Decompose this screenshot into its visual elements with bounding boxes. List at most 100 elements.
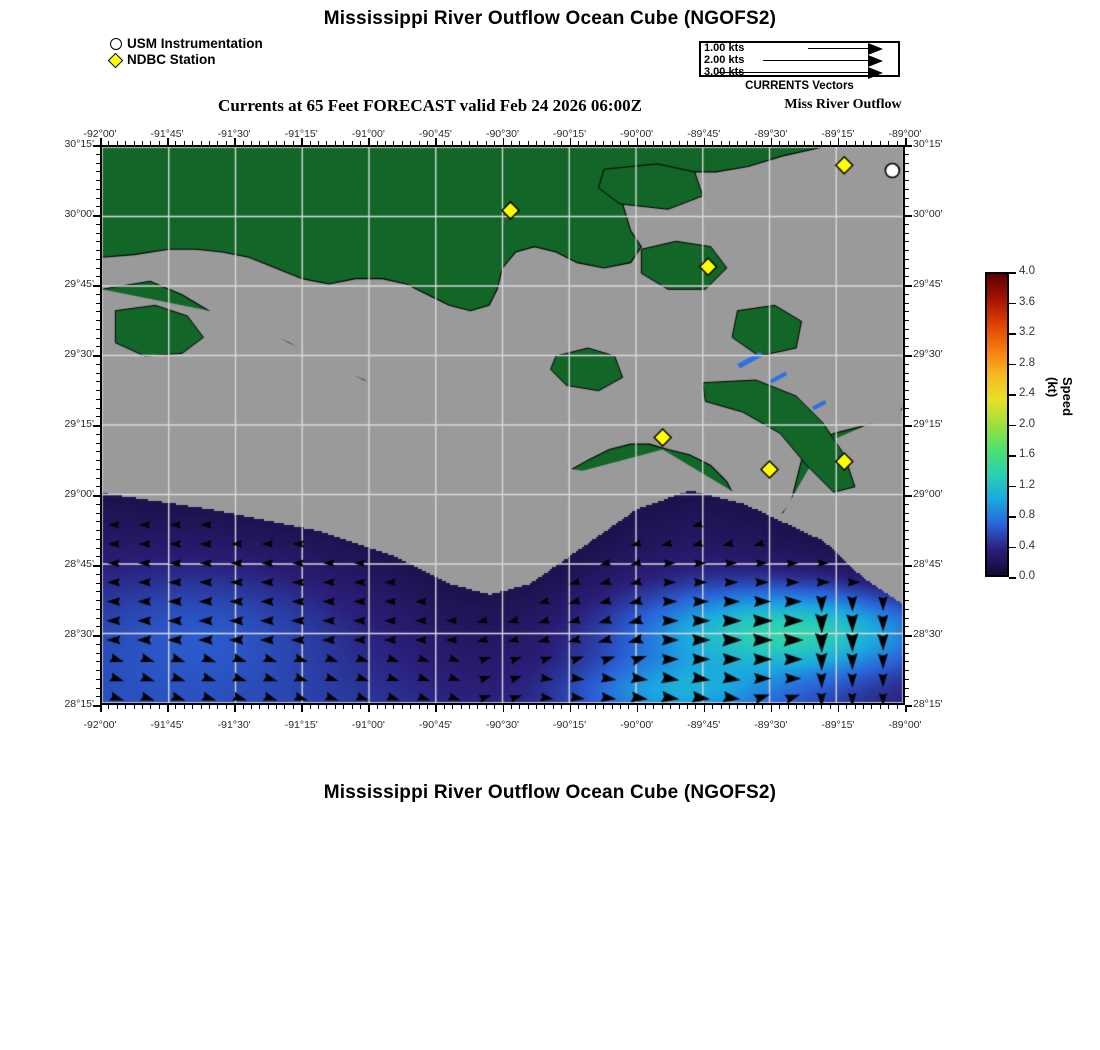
colorbar-tick-label: 3.2 bbox=[1019, 326, 1035, 338]
y-axis-minor-tick bbox=[905, 180, 909, 181]
x-axis-minor-tick bbox=[678, 705, 680, 709]
y-axis-minor-tick bbox=[905, 670, 909, 671]
y-axis-minor-tick bbox=[905, 398, 909, 400]
y-axis-minor-tick bbox=[96, 232, 100, 234]
y-axis-minor-tick bbox=[96, 267, 100, 269]
x-axis-tick-label: -92°00' bbox=[83, 128, 117, 140]
page-title: Mississippi River Outflow Ocean Cube (NG… bbox=[323, 8, 777, 29]
x-axis-minor-tick bbox=[544, 705, 546, 709]
x-axis-minor-tick bbox=[569, 141, 571, 145]
y-axis-minor-tick bbox=[905, 320, 909, 321]
x-axis-minor-tick bbox=[712, 141, 714, 145]
y-axis-minor-tick bbox=[96, 372, 100, 374]
x-axis-minor-tick bbox=[116, 141, 118, 145]
x-axis-minor-tick bbox=[200, 705, 202, 709]
y-axis-minor-tick bbox=[96, 206, 100, 208]
x-axis-minor-tick bbox=[569, 705, 571, 709]
y-axis-tick-label: 28°45' bbox=[913, 558, 943, 570]
x-axis-tick-label: -90°00' bbox=[620, 128, 654, 140]
y-axis-tick-label: 30°15' bbox=[64, 138, 94, 150]
map-canvas[interactable] bbox=[102, 147, 903, 703]
x-axis-minor-tick bbox=[284, 141, 286, 145]
x-axis-minor-tick bbox=[695, 705, 697, 709]
x-axis-minor-tick bbox=[879, 141, 881, 145]
x-axis-minor-tick bbox=[368, 141, 370, 145]
x-axis-minor-tick bbox=[452, 141, 454, 145]
x-axis-minor-tick bbox=[728, 705, 730, 709]
x-axis-tick-label: -90°30' bbox=[485, 128, 520, 140]
y-axis-minor-tick bbox=[905, 311, 909, 313]
y-axis-minor-tick bbox=[96, 258, 100, 260]
colorbar-tick bbox=[1009, 333, 1016, 335]
map-plot-area[interactable] bbox=[100, 145, 905, 705]
x-axis-minor-tick bbox=[259, 705, 261, 709]
x-axis-tick-label: -91°15' bbox=[284, 128, 318, 140]
x-axis-minor-tick bbox=[183, 705, 185, 709]
x-axis-minor-tick bbox=[645, 141, 647, 145]
x-axis-minor-tick bbox=[670, 705, 672, 709]
x-axis-minor-tick bbox=[837, 705, 839, 709]
x-axis-tick-label: -89°15' bbox=[821, 128, 855, 140]
x-axis-minor-tick bbox=[100, 705, 101, 709]
y-axis-minor-tick bbox=[96, 293, 100, 295]
y-axis-minor-tick bbox=[905, 486, 909, 488]
x-axis-minor-tick bbox=[150, 141, 152, 145]
colorbar-tick-label: 2.8 bbox=[1019, 356, 1035, 369]
y-axis-minor-tick bbox=[905, 538, 909, 540]
x-axis-minor-tick bbox=[284, 705, 286, 709]
x-axis-minor-tick bbox=[175, 141, 177, 145]
x-axis-minor-tick bbox=[435, 705, 437, 709]
y-axis-minor-tick bbox=[96, 635, 100, 636]
y-axis-minor-tick bbox=[905, 285, 909, 286]
x-axis-minor-tick bbox=[292, 705, 294, 709]
colorbar-tick-label: 0.4 bbox=[1019, 539, 1035, 552]
y-axis-minor-tick bbox=[96, 197, 100, 199]
x-axis-minor-tick bbox=[125, 141, 127, 145]
y-axis-minor-tick bbox=[905, 250, 909, 251]
y-axis-tick-label: 29°15' bbox=[913, 418, 943, 430]
y-axis-minor-tick bbox=[96, 608, 100, 610]
x-axis-minor-tick bbox=[678, 141, 680, 145]
x-axis-minor-tick bbox=[779, 705, 781, 709]
x-axis-minor-tick bbox=[653, 705, 655, 709]
x-axis-minor-tick bbox=[762, 141, 764, 145]
y-axis-minor-tick bbox=[905, 416, 909, 418]
y-axis-minor-tick bbox=[905, 206, 909, 208]
y-axis-minor-tick bbox=[96, 215, 100, 216]
x-axis-minor-tick bbox=[183, 141, 185, 145]
y-axis-minor-tick bbox=[96, 512, 100, 514]
x-axis-minor-tick bbox=[754, 705, 756, 709]
y-axis-minor-tick bbox=[96, 241, 100, 243]
x-axis-tick-label: -91°00' bbox=[351, 719, 385, 731]
y-axis-minor-tick bbox=[905, 512, 909, 514]
x-axis-tick-label: -91°15' bbox=[284, 719, 318, 731]
y-axis-minor-tick bbox=[96, 302, 100, 304]
legend-item-ndbc: NDBC Station bbox=[107, 52, 263, 68]
footer-title: Mississippi River Outflow Ocean Cube (NG… bbox=[323, 782, 777, 803]
colorbar-tick bbox=[1009, 455, 1016, 457]
x-axis-minor-tick bbox=[326, 705, 328, 709]
vector-legend-row: 3.00 kts bbox=[701, 66, 898, 79]
vector-shaft bbox=[808, 48, 868, 50]
x-axis-minor-tick bbox=[846, 705, 848, 709]
x-axis-minor-tick bbox=[167, 141, 169, 145]
x-axis-minor-tick bbox=[318, 705, 320, 709]
y-axis-minor-tick bbox=[905, 696, 909, 698]
x-axis-minor-tick bbox=[410, 705, 412, 709]
x-axis-minor-tick bbox=[804, 141, 806, 145]
y-axis-minor-tick bbox=[905, 582, 909, 584]
colorbar-tick bbox=[1009, 546, 1016, 548]
y-axis-tick-label: 28°45' bbox=[64, 558, 94, 570]
y-axis-minor-tick bbox=[905, 293, 909, 295]
x-axis-minor-tick bbox=[477, 705, 479, 709]
x-axis-minor-tick bbox=[527, 141, 529, 145]
y-axis-minor-tick bbox=[96, 495, 100, 496]
y-axis-minor-tick bbox=[905, 197, 909, 199]
y-axis-minor-tick bbox=[96, 390, 100, 391]
x-axis-minor-tick bbox=[334, 141, 336, 145]
vector-legend-row: 1.00 kts bbox=[701, 42, 898, 55]
y-axis-minor-tick bbox=[96, 565, 100, 566]
x-axis-minor-tick bbox=[351, 705, 353, 709]
y-axis-minor-tick bbox=[96, 617, 100, 619]
x-axis-minor-tick bbox=[703, 141, 705, 145]
